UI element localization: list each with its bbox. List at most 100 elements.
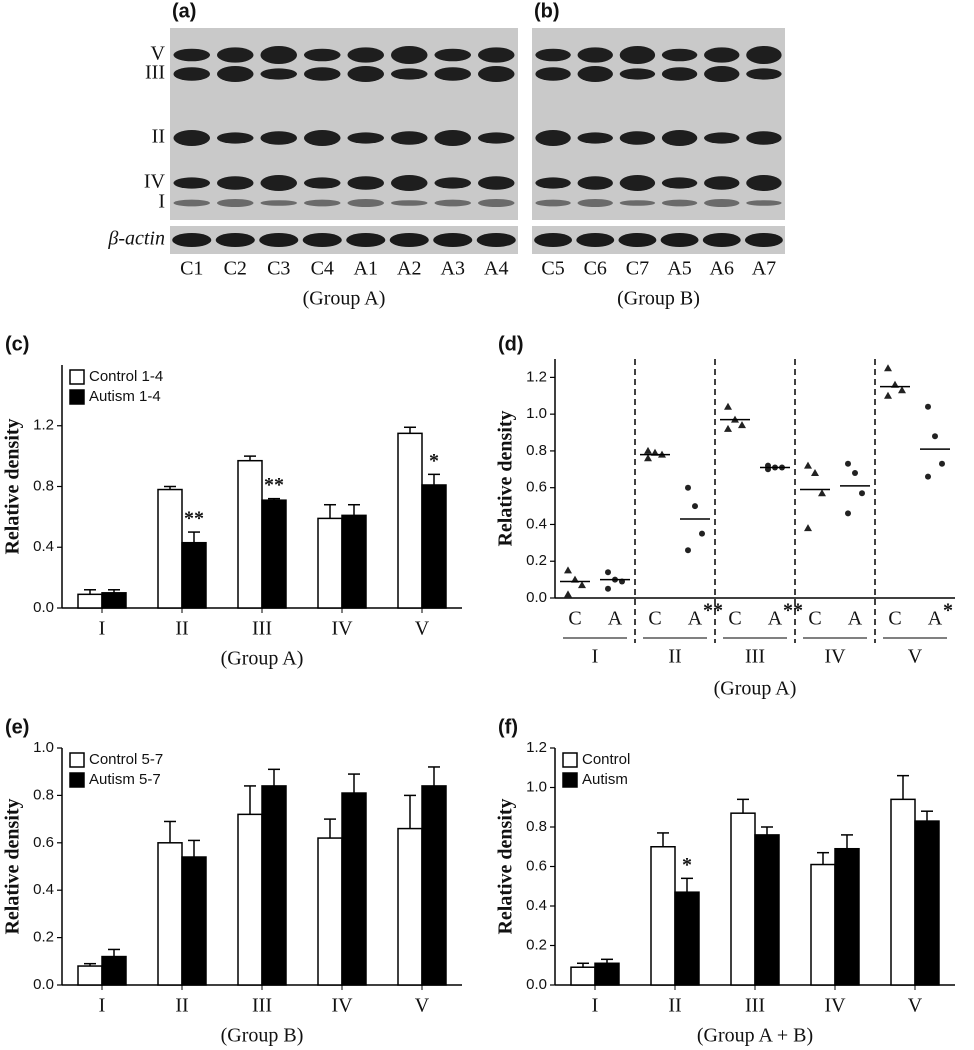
loading-label: β-actin	[107, 228, 165, 250]
bar	[237, 813, 263, 986]
group-label: IV	[824, 646, 846, 668]
blot-band	[303, 199, 341, 207]
legend-label: Control	[582, 751, 630, 768]
blot-band	[477, 199, 515, 207]
bar	[594, 962, 620, 986]
y-axis-label: Relative density	[495, 798, 517, 934]
blot-band	[619, 68, 656, 80]
blot-band	[661, 130, 698, 146]
data-point	[564, 590, 572, 598]
blot-band	[173, 48, 211, 62]
blot-band	[477, 176, 515, 190]
significance: *	[943, 600, 953, 622]
data-point	[859, 490, 865, 497]
data-point	[685, 547, 691, 554]
y-tick-label: 0.4	[526, 897, 547, 914]
bar	[421, 484, 447, 609]
group-label: (Group A)	[303, 288, 386, 310]
bar	[730, 812, 756, 986]
data-point	[644, 454, 652, 462]
significance: **	[264, 474, 284, 496]
x-tick-label: III	[252, 618, 272, 640]
blot-band	[347, 47, 385, 63]
bar	[834, 847, 860, 986]
blot-band	[661, 67, 698, 81]
blot-band	[704, 132, 740, 144]
data-point	[852, 469, 858, 476]
blot-band	[746, 68, 782, 80]
data-point	[692, 503, 698, 510]
significance: *	[429, 450, 439, 472]
blot-band	[619, 200, 656, 206]
legend-swatch	[69, 752, 85, 768]
group-label: III	[745, 646, 765, 668]
bar	[914, 820, 940, 986]
blot-band	[347, 176, 385, 190]
blot-band	[347, 66, 385, 82]
data-point	[578, 581, 586, 589]
blot-band	[535, 48, 571, 62]
bar	[421, 785, 447, 986]
blot-band	[216, 132, 254, 144]
blot-band	[433, 233, 473, 247]
x-tick-label: IV	[331, 995, 353, 1017]
blot-band	[390, 175, 428, 191]
blot-band	[216, 199, 254, 207]
y-tick-label: 1.0	[526, 778, 547, 795]
blot-band	[619, 46, 656, 64]
blot-band	[576, 233, 615, 247]
blot-band	[347, 199, 385, 207]
data-point	[932, 433, 938, 440]
y-tick-label: 0.2	[526, 552, 547, 569]
y-tick-label: 1.2	[526, 368, 547, 385]
lane-label: C2	[224, 258, 247, 280]
legend-swatch	[562, 752, 578, 768]
blot-membrane	[532, 28, 785, 220]
blot-band	[347, 132, 385, 144]
panel-label: (c)	[5, 333, 29, 355]
panel-label: (e)	[5, 716, 29, 738]
blot-band	[259, 233, 299, 247]
blot-band	[215, 233, 255, 247]
y-tick-label: 0.6	[526, 857, 547, 874]
data-point	[724, 424, 732, 432]
y-tick-label: 0.4	[33, 881, 54, 898]
bar	[317, 517, 343, 609]
blot-band	[660, 233, 699, 247]
blot-band	[577, 47, 613, 63]
blot-band	[619, 131, 656, 145]
blot-band	[390, 131, 428, 145]
bar	[570, 966, 596, 986]
data-point	[939, 460, 945, 467]
blot-band	[303, 67, 341, 81]
blot-band	[535, 67, 571, 81]
x-axis-label: (Group A)	[714, 678, 797, 700]
blot-band	[260, 200, 298, 206]
blot-band	[704, 47, 740, 63]
x-tick-label: IV	[824, 995, 846, 1017]
y-tick-label: 0.8	[33, 786, 54, 803]
x-tick-label: C	[648, 608, 661, 630]
x-tick-label: A	[608, 608, 623, 630]
blot-band	[303, 177, 341, 189]
blot-band	[746, 46, 782, 64]
x-tick-label: II	[668, 995, 681, 1017]
bar	[157, 488, 183, 609]
blot-band	[476, 233, 516, 247]
y-tick-label: 0.8	[526, 442, 547, 459]
legend-swatch	[69, 389, 85, 405]
legend-swatch	[69, 369, 85, 385]
data-point	[811, 468, 819, 476]
data-point	[884, 364, 892, 372]
x-tick-label: III	[745, 995, 765, 1017]
blot-band	[618, 233, 657, 247]
x-tick-label: A	[848, 608, 863, 630]
bar	[77, 965, 103, 986]
blot-band	[661, 48, 698, 62]
blot-band	[535, 199, 571, 207]
blot-band	[477, 66, 515, 82]
blot-band	[661, 177, 698, 189]
y-tick-label: 1.0	[33, 739, 54, 756]
blot-band	[260, 68, 298, 80]
